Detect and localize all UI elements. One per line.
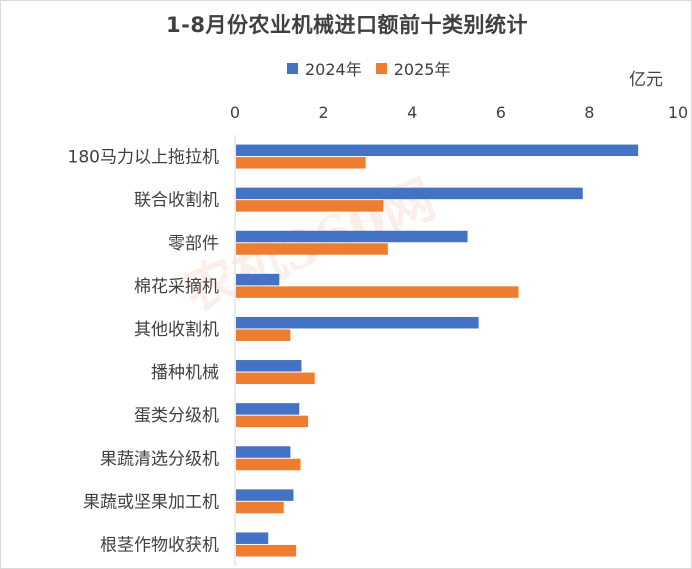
bar-2024 [236, 489, 294, 501]
category-label: 联合收割机 [134, 191, 219, 211]
bar-2024 [236, 187, 583, 200]
x-tick-label: 8 [584, 103, 594, 122]
x-tick-label: 6 [496, 103, 506, 122]
bar-2025 [236, 200, 384, 212]
bar-2024 [236, 403, 300, 415]
category-label: 果蔬清选分级机 [100, 449, 219, 469]
category-label: 棉花采摘机 [134, 277, 219, 297]
bar-2024 [236, 316, 479, 329]
bar-2025 [236, 157, 366, 169]
legend-swatch-2025 [375, 62, 387, 74]
chart-title: 1-8月份农业机械进口额前十类别统计 [166, 13, 528, 37]
category-label: 180马力以上拖拉机 [68, 148, 219, 168]
x-tick-label: 4 [407, 103, 417, 122]
bars [236, 144, 639, 557]
bar-2025 [236, 286, 519, 298]
bar-2025 [236, 544, 297, 557]
x-axis-ticks: 0 2 4 6 8 10 [230, 103, 688, 122]
legend-item-2024: 2024年 [287, 56, 362, 80]
bar-2025 [236, 501, 284, 514]
bar-2025 [236, 458, 301, 471]
legend-item-2025: 2025年 [375, 56, 451, 80]
unit-label: 亿元 [629, 70, 663, 90]
category-label: 零部件 [168, 234, 219, 254]
legend-label-2025: 2025年 [393, 60, 451, 79]
category-label: 播种机械 [151, 363, 219, 383]
bar-2024 [236, 144, 639, 157]
legend-swatch-2024 [287, 62, 298, 74]
bar-2025 [236, 372, 315, 385]
bar-2024 [236, 446, 291, 458]
bar-2025 [236, 415, 309, 428]
bar-2024 [236, 360, 302, 372]
bar-2024 [236, 532, 269, 544]
bar-2024 [236, 273, 280, 286]
x-tick-label: 2 [319, 103, 329, 122]
legend-label-2024: 2024年 [305, 60, 362, 79]
bar-2025 [236, 329, 291, 341]
category-label: 蛋类分级机 [134, 406, 219, 426]
category-label: 根茎作物收获机 [100, 535, 219, 555]
category-labels: 180马力以上拖拉机联合收割机零部件棉花采摘机其他收割机播种机械蛋类分级机果蔬清… [68, 148, 219, 556]
bar-2025 [236, 243, 388, 255]
bar-2024 [236, 230, 468, 243]
x-tick-label: 10 [668, 103, 688, 122]
category-label: 其他收割机 [134, 320, 219, 340]
category-label: 果蔬或坚果加工机 [83, 492, 219, 512]
x-tick-label: 0 [230, 103, 240, 122]
legend: 2024年 2025年 [287, 57, 464, 79]
